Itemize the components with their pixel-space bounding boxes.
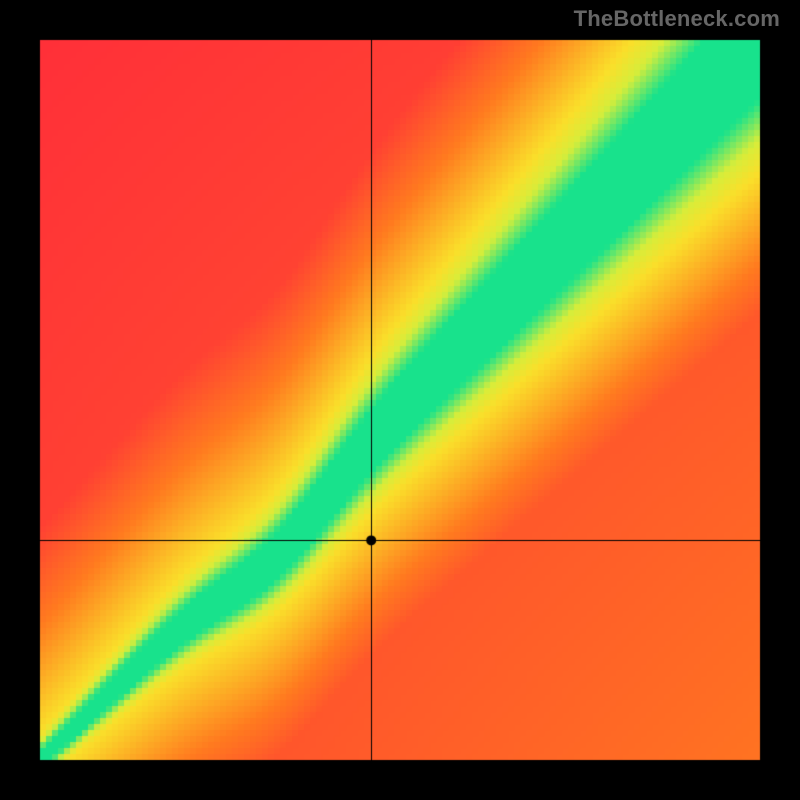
heatmap-canvas	[0, 0, 800, 800]
watermark-text: TheBottleneck.com	[574, 6, 780, 32]
chart-container: TheBottleneck.com	[0, 0, 800, 800]
